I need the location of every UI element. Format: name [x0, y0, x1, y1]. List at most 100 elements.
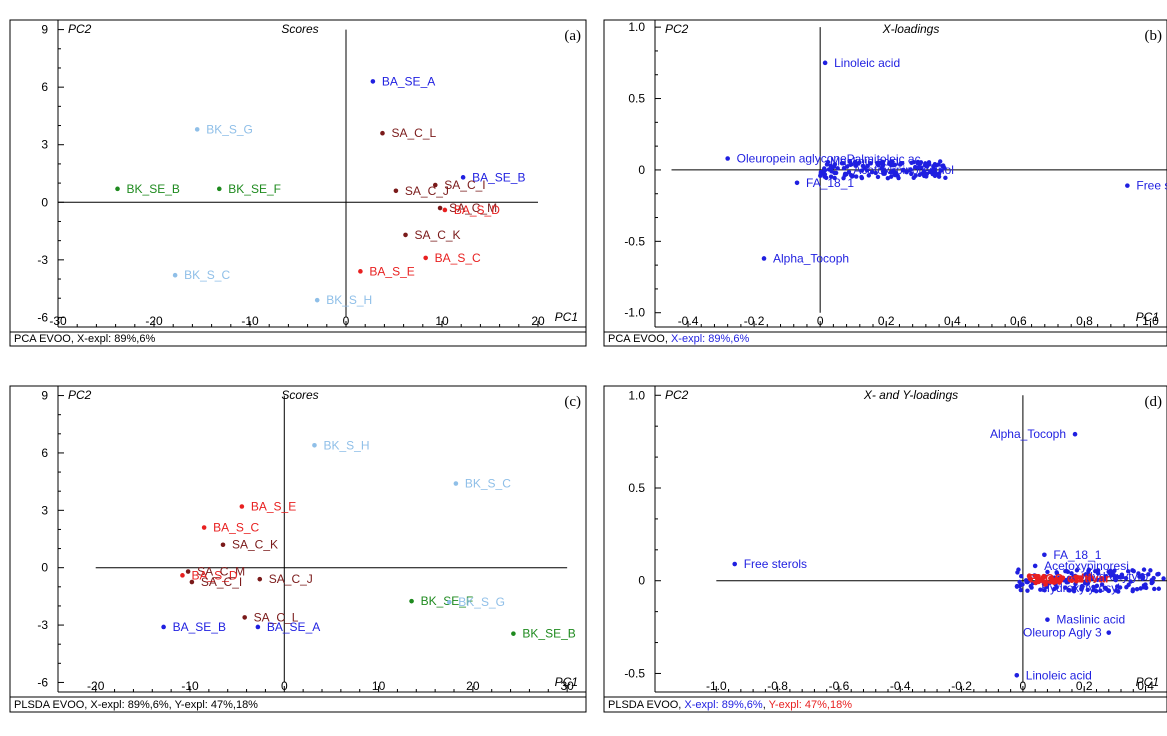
panel-title: X-loadings	[882, 22, 940, 36]
panel-footer: PLSDA EVOO, X-expl: 89%,6%, Y-expl: 47%,…	[14, 699, 258, 711]
data-point	[221, 542, 226, 547]
data-point	[256, 625, 261, 630]
data-point	[423, 256, 428, 261]
loading-cluster-point	[1020, 582, 1024, 586]
data-point	[257, 577, 262, 582]
x-tick-label: 0.6	[1010, 314, 1027, 328]
point-label: BK_S_C	[184, 268, 230, 282]
point-label: Oleuropein aglycone	[737, 152, 847, 166]
y-tick-label: 1.0	[628, 20, 645, 34]
data-point	[173, 273, 178, 278]
data-point	[447, 600, 452, 605]
loading-cluster-point	[823, 168, 827, 172]
y-tick-label: 0	[638, 574, 645, 588]
y-tick-label: 0	[638, 163, 645, 177]
loading-cluster-point	[834, 171, 838, 175]
data-point	[371, 79, 376, 84]
y-tick-label: 1.0	[628, 388, 645, 402]
panel-a: -30 -20 -10 0 10 20-6-30369 PC2PC1Scores (a)BA_…	[10, 20, 586, 346]
data-point	[186, 569, 191, 574]
point-label: BK_SE_B	[522, 627, 575, 641]
point-label: SA_C_I	[444, 178, 485, 192]
data-point	[725, 156, 730, 161]
loading-cluster-point	[1157, 587, 1161, 591]
panel-footer: PCA EVOO, X-expl: 89%,6%	[608, 333, 749, 345]
y-tick-label: 0.5	[628, 92, 645, 106]
point-label: Alpha_Tocoph	[773, 251, 849, 265]
y-axis-label: PC2	[68, 388, 92, 402]
point-label: Maslinic acid	[1056, 613, 1125, 627]
loading-cluster-point	[1151, 576, 1155, 580]
data-point	[190, 580, 195, 585]
x-tick-label: -10	[181, 679, 199, 693]
point-label: FA_18_1	[806, 176, 854, 190]
y-tick-label: 9	[41, 389, 48, 403]
point-label: BK_S_G	[206, 122, 253, 136]
y-tick-label: 9	[41, 23, 48, 37]
x-tick-label: 0.4	[944, 314, 961, 328]
point-label: Oleurop Agly 3	[1023, 626, 1102, 640]
point-label: BK_S_G	[458, 595, 505, 609]
data-point	[217, 187, 222, 192]
data-point	[1042, 552, 1047, 557]
data-point	[443, 208, 448, 213]
data-point	[115, 187, 120, 192]
point-label: SA_C_K	[415, 228, 461, 242]
point-label: SA_C_I	[201, 575, 242, 589]
y-tick-label: 6	[41, 80, 48, 94]
loading-cluster-point	[1015, 570, 1019, 574]
panel-b: -0.4 -0.2 0 0.2 0.4 0.6 0.8 1.0-1.0-0.500.51.0 P…	[604, 20, 1167, 346]
footer-segment: PLSDA EVOO, X-expl: 89%,6%, Y-expl: 47%,…	[14, 699, 258, 711]
y-tick-label: 0.5	[628, 481, 645, 495]
x-tick-label: -0.8	[767, 679, 788, 693]
panel-label: (d)	[1145, 394, 1163, 410]
data-point	[394, 188, 399, 193]
footer-segment: PCA EVOO,	[608, 333, 671, 345]
data-point	[795, 180, 800, 185]
x-tick-label: -0.4	[890, 679, 911, 693]
point-label: Free sterols	[744, 557, 807, 571]
data-point	[358, 269, 363, 274]
y-tick-label: 3	[41, 138, 48, 152]
y-tick-label: -6	[37, 675, 48, 689]
footer-segment: X-expl: 89%,6%	[684, 699, 762, 711]
data-point	[312, 443, 317, 448]
point-label: SA_C_K	[232, 538, 278, 552]
data-point	[762, 256, 767, 261]
data-point	[240, 504, 245, 509]
panel-label: (c)	[564, 394, 581, 410]
footer-segment: PCA EVOO, X-expl: 89%,6%	[14, 333, 155, 345]
panel-d: -1.0 -0.8 -0.6 -0.4 -0.2 0 0.2 0.4-0.500.51.0 PC…	[604, 386, 1167, 712]
x-tick-label: -10	[241, 314, 259, 328]
y-tick-label: 6	[41, 446, 48, 460]
x-axis-label: PC1	[555, 310, 578, 324]
data-point	[242, 615, 247, 620]
loading-cluster-point	[1019, 588, 1023, 592]
x-tick-label: 10	[372, 679, 386, 693]
x-tick-label: -0.2	[951, 679, 972, 693]
data-point	[438, 206, 443, 211]
loading-cluster-point	[1152, 587, 1156, 591]
x-tick-label: -30	[49, 314, 67, 328]
point-label: BA_S_E	[369, 264, 414, 278]
data-point	[1106, 630, 1111, 635]
panel-frame	[10, 386, 586, 712]
y-tick-label: -1.0	[624, 306, 645, 320]
x-axis-label: PC1	[1136, 310, 1159, 324]
x-axis-label: PC1	[555, 675, 578, 689]
loading-cluster-point	[1130, 589, 1134, 593]
loading-cluster-point	[1139, 586, 1143, 590]
y-axis-label: PC2	[68, 22, 92, 36]
x-tick-label: 10	[435, 314, 449, 328]
data-point	[403, 233, 408, 238]
x-tick-label: 20	[466, 679, 480, 693]
x-tick-label: -20	[145, 314, 163, 328]
y-tick-label: -3	[37, 253, 48, 267]
point-label: Acetoxypinoresi	[1044, 559, 1129, 573]
loading-cluster-point	[1019, 574, 1023, 578]
x-tick-label: -20	[87, 679, 105, 693]
y-tick-label: -3	[37, 618, 48, 632]
data-point	[1045, 617, 1050, 622]
x-tick-label: 20	[531, 314, 545, 328]
